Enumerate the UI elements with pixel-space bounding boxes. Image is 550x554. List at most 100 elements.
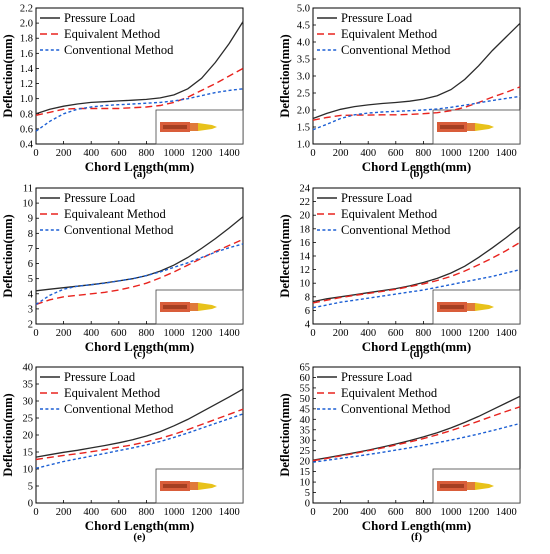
x-tick-label: 1400 [219, 328, 240, 339]
y-tick-label: 14 [300, 252, 311, 263]
x-axis-label: Chord Length(mm) [85, 339, 194, 354]
x-axis-label: Chord Length(mm) [362, 159, 471, 174]
y-tick-label: 6 [305, 306, 310, 317]
x-axis-label: Chord Length(mm) [362, 339, 471, 354]
series-line-1 [35, 408, 244, 461]
x-axis-label: Chord Length(mm) [85, 518, 194, 533]
legend: Pressure Load Equivalent Method Convention… [40, 370, 174, 416]
panel-caption: (b) [410, 168, 424, 180]
y-tick-label: 12 [300, 265, 311, 276]
y-tick-label: 15 [23, 448, 34, 459]
y-tick-label: 3 [28, 304, 33, 315]
x-tick-label: 1000 [441, 507, 462, 518]
legend-entry: Pressure Load [341, 370, 413, 384]
series-line-1 [312, 86, 521, 121]
chart-b: 0 200 400 600 800 1000 1200 1400 1.0 1.5 2.0 2.5 3.0… [278, 4, 521, 180]
panel-caption: (f) [411, 531, 422, 543]
bullet-projectile-icon [155, 109, 244, 145]
y-tick-label: 4.0 [297, 38, 310, 49]
y-tick-label: 45 [300, 404, 311, 415]
y-tick-label: 18 [300, 224, 311, 235]
y-tick-label: 30 [300, 436, 311, 447]
legend-entry: Conventional Method [341, 402, 451, 416]
x-tick-label: 0 [310, 328, 315, 339]
x-tick-label: 0 [310, 148, 315, 159]
y-tick-label: 3.5 [297, 55, 310, 66]
series-line-2 [35, 243, 244, 305]
series-line-1 [312, 406, 521, 462]
x-tick-label: 800 [139, 148, 155, 159]
y-tick-label: 10 [23, 199, 34, 210]
x-tick-label: 1000 [441, 328, 462, 339]
legend: Pressure Load Equivalent Method Convention… [317, 191, 451, 237]
y-axis-label: Deflection(mm) [1, 34, 15, 117]
series-line-2 [35, 88, 244, 132]
legend-entry: Conventional Method [341, 223, 451, 237]
y-axis-label: Deflection(mm) [278, 34, 292, 117]
series-line-2 [312, 268, 521, 309]
legend-entry: Equivalent Method [64, 27, 161, 41]
legend-entry: Pressure Load [64, 370, 136, 384]
x-tick-label: 600 [388, 148, 404, 159]
y-tick-label: 4 [28, 289, 34, 300]
y-tick-label: 22 [300, 197, 311, 208]
y-tick-label: 0.6 [20, 124, 33, 135]
chart-c: 0 200 400 600 800 1000 1200 1400 2 3 4 5 6 7 8 9 10 11 Cho… [1, 184, 244, 360]
y-tick-label: 0.8 [20, 109, 33, 120]
y-tick-label: 8 [28, 229, 33, 240]
x-tick-label: 600 [111, 507, 127, 518]
x-tick-label: 200 [333, 148, 349, 159]
x-tick-label: 600 [111, 328, 127, 339]
y-tick-label: 60 [300, 373, 311, 384]
x-tick-label: 0 [33, 328, 38, 339]
y-tick-label: 65 [300, 363, 311, 374]
series-line-0 [35, 388, 244, 458]
y-tick-label: 6 [28, 259, 33, 270]
plot-frame [35, 187, 244, 325]
x-tick-label: 1200 [468, 328, 489, 339]
y-tick-label: 40 [300, 415, 311, 426]
y-tick-label: 2.5 [297, 89, 310, 100]
x-tick-label: 1200 [191, 507, 212, 518]
x-tick-label: 800 [139, 328, 155, 339]
y-tick-label: 24 [300, 184, 311, 195]
bullet-projectile-icon [155, 468, 244, 504]
legend-entry: Pressure Load [341, 191, 413, 205]
y-tick-label: 10 [23, 465, 34, 476]
legend-entry: Conventional Method [64, 223, 174, 237]
y-tick-label: 16 [300, 238, 311, 249]
y-tick-label: 20 [300, 211, 311, 222]
y-tick-label: 2.2 [20, 4, 33, 15]
plot-frame [35, 7, 244, 145]
x-tick-label: 0 [33, 507, 38, 518]
series-line-2 [312, 422, 521, 463]
y-tick-label: 1.0 [297, 140, 310, 151]
x-tick-label: 1000 [164, 507, 185, 518]
legend: Pressure Load Equivalent Method Convention… [317, 11, 451, 57]
legend-entry: Equivaleant Method [64, 207, 166, 221]
y-tick-label: 1.2 [20, 79, 33, 90]
bullet-projectile-icon [432, 468, 521, 504]
x-axis-label: Chord Length(mm) [85, 159, 194, 174]
y-tick-label: 35 [300, 425, 311, 436]
y-tick-label: 0 [305, 499, 310, 510]
x-tick-label: 800 [416, 328, 432, 339]
y-tick-label: 1.8 [20, 34, 33, 45]
legend-entry: Equivalent Method [341, 207, 438, 221]
y-axis-label: Deflection(mm) [278, 214, 292, 297]
y-tick-label: 8 [305, 292, 310, 303]
chart-a: 0 200 400 600 800 1000 1200 1400 0.4 0.6 0.8 1.0 1.2… [1, 4, 244, 180]
x-tick-label: 1400 [219, 507, 240, 518]
x-tick-label: 400 [83, 328, 99, 339]
y-tick-label: 2 [28, 320, 33, 331]
y-tick-label: 11 [23, 184, 33, 195]
x-tick-label: 1000 [441, 148, 462, 159]
x-tick-label: 400 [83, 148, 99, 159]
legend-entry: Equivalent Method [341, 27, 438, 41]
bullet-projectile-icon [432, 109, 521, 145]
y-axis-label: Deflection(mm) [278, 393, 292, 476]
y-axis-label: Deflection(mm) [1, 214, 15, 297]
x-axis-label: Chord Length(mm) [362, 518, 471, 533]
y-tick-label: 1.5 [297, 123, 310, 134]
bullet-projectile-icon [432, 289, 521, 325]
